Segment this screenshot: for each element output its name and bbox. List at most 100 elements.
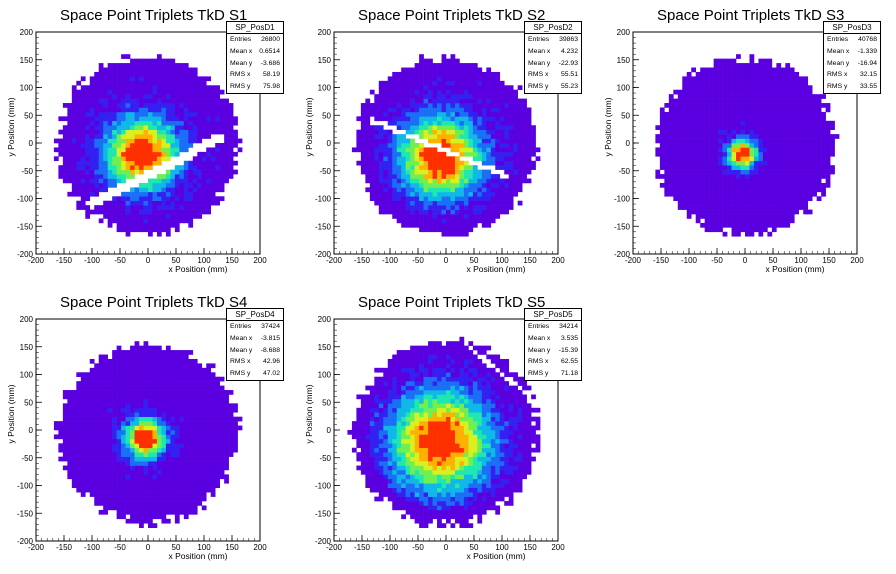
heatmap-cell	[53, 156, 59, 162]
heatmap-cell	[513, 107, 518, 113]
x-axis-label: x Position (mm)	[466, 264, 525, 274]
heatmap-cell	[89, 94, 95, 99]
heatmap-cell	[731, 143, 737, 148]
heatmap-cell	[134, 390, 140, 395]
heatmap-cell	[112, 174, 117, 179]
heatmap-cell	[450, 76, 456, 82]
heatmap-cell	[825, 125, 831, 130]
heatmap-cell	[188, 205, 194, 210]
heatmap-cell	[758, 134, 764, 139]
heatmap-cell	[704, 143, 710, 148]
heatmap-cell	[89, 416, 95, 422]
heatmap-cell	[94, 129, 100, 135]
heatmap-cell	[441, 169, 447, 175]
heatmap-cell	[459, 111, 465, 117]
heatmap-cell	[98, 138, 104, 144]
heatmap-cell	[736, 160, 741, 166]
heatmap-cell	[419, 209, 424, 215]
heatmap-cell	[437, 209, 442, 215]
heatmap-cell	[148, 469, 153, 475]
heatmap-cell	[745, 187, 750, 193]
heatmap-cell	[148, 421, 153, 426]
heatmap-cell	[405, 187, 411, 193]
stats-label: Mean y	[827, 59, 850, 67]
heatmap-cell	[215, 147, 220, 153]
heatmap-cell	[183, 191, 189, 197]
heatmap-cell	[76, 483, 82, 489]
heatmap-cell	[454, 205, 460, 210]
stats-label: Mean x	[230, 47, 253, 55]
heatmap-cell	[785, 98, 791, 104]
heatmap-cell	[753, 129, 759, 135]
heatmap-cell	[414, 103, 420, 108]
heatmap-cell	[454, 218, 460, 224]
heatmap-cell	[432, 218, 438, 224]
heatmap-cell	[709, 200, 714, 206]
heatmap-cell	[125, 214, 131, 219]
heatmap-cell	[71, 456, 77, 462]
heatmap-cell	[228, 111, 234, 117]
heatmap-cell	[98, 218, 104, 224]
heatmap-cell	[89, 111, 95, 117]
heatmap-cell	[713, 103, 719, 108]
heatmap-cell	[677, 200, 683, 206]
heatmap-cell	[143, 469, 149, 475]
heatmap-cell	[486, 107, 492, 113]
heatmap-cell	[798, 107, 804, 113]
heatmap-cell	[139, 76, 144, 82]
heatmap-cell	[432, 222, 438, 228]
heatmap-cell	[143, 385, 149, 391]
heatmap-cell	[387, 174, 393, 179]
heatmap-cell	[825, 143, 831, 148]
x-tick-label: -50	[412, 256, 424, 265]
heatmap-cell	[441, 67, 447, 73]
heatmap-cell	[718, 147, 723, 153]
heatmap-cell	[821, 151, 826, 157]
heatmap-cell	[233, 151, 238, 157]
heatmap-cell	[76, 461, 82, 466]
heatmap-cell	[428, 165, 433, 170]
heatmap-cell	[718, 227, 723, 233]
heatmap-cell	[98, 125, 104, 130]
heatmap-cell	[89, 434, 95, 440]
heatmap-cell	[156, 367, 162, 373]
heatmap-cell	[170, 89, 176, 95]
heatmap-cell	[148, 407, 153, 413]
heatmap-cell	[700, 214, 705, 219]
heatmap-cell	[161, 116, 167, 122]
heatmap-cell	[143, 474, 149, 480]
heatmap-cell	[414, 98, 420, 104]
heatmap-cell	[161, 461, 167, 466]
heatmap-cell	[98, 85, 104, 91]
heatmap-cell	[174, 501, 180, 506]
heatmap-cell	[401, 143, 406, 148]
heatmap-cell	[67, 434, 73, 440]
heatmap-cell	[139, 67, 144, 73]
heatmap-cell	[53, 434, 59, 440]
heatmap-cell	[486, 182, 492, 188]
heatmap-cell	[148, 509, 153, 515]
heatmap-cell	[780, 116, 786, 122]
heatmap-cell	[71, 178, 77, 184]
heatmap-cell	[125, 407, 131, 413]
heatmap-cell	[745, 85, 750, 91]
heatmap-cell	[121, 89, 126, 95]
heatmap-cell	[112, 160, 117, 166]
heatmap-cell	[152, 209, 158, 215]
heatmap-cell	[807, 143, 813, 148]
heatmap-cell	[125, 151, 131, 157]
heatmap-cell	[188, 71, 194, 77]
heatmap-cell	[513, 160, 518, 166]
heatmap-cell	[686, 125, 692, 130]
heatmap-cell	[188, 160, 194, 166]
heatmap-cell	[103, 125, 108, 130]
heatmap-cell	[103, 461, 108, 466]
heatmap-cell	[740, 63, 746, 68]
heatmap-cell	[531, 134, 536, 139]
heatmap-cell	[365, 147, 371, 153]
heatmap-cell	[517, 165, 523, 170]
heatmap-cell	[780, 160, 786, 166]
heatmap-cell	[103, 85, 108, 91]
y-tick-label: 150	[617, 56, 631, 65]
heatmap-cell	[139, 518, 144, 524]
